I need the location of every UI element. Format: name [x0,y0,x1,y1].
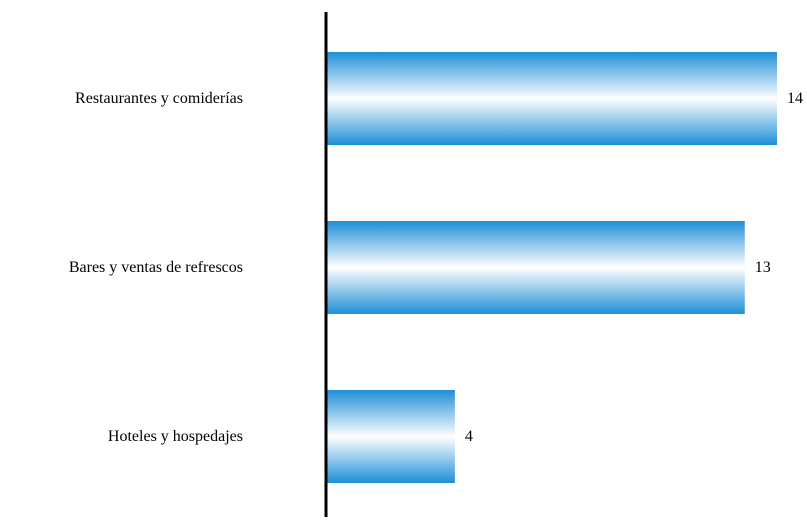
category-labels-layer: Restaurantes y comiderías Bares y ventas … [69,90,243,445]
value-labels-layer: 14 13 4 [465,90,803,445]
value-label-1: 13 [755,259,771,276]
bar-2 [326,390,455,483]
category-label-1: Bares y ventas de refrescos [69,259,243,276]
category-label-2: Hoteles y hospedajes [108,428,243,445]
value-label-0: 14 [787,90,803,107]
value-label-2: 4 [465,428,473,445]
category-label-0: Restaurantes y comiderías [75,90,243,107]
bar-0 [326,52,777,145]
bars-layer [326,52,777,483]
bar-1 [326,221,745,314]
